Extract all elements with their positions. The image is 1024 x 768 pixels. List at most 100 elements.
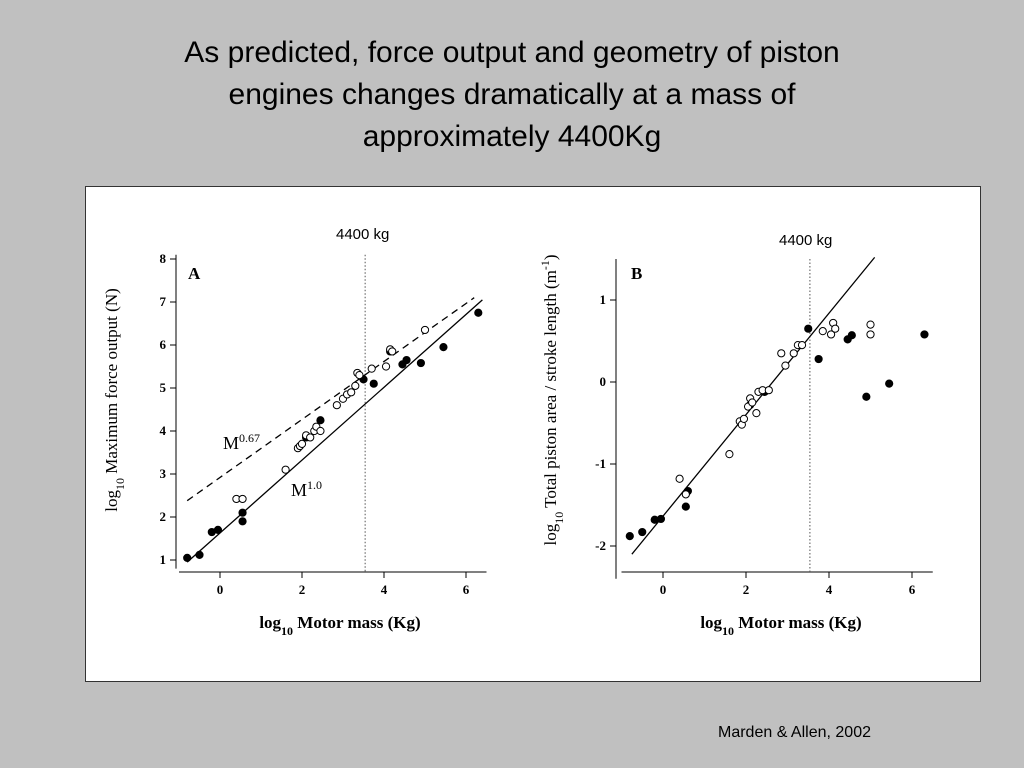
data-point-filled bbox=[862, 392, 871, 401]
y-label-text: log bbox=[102, 490, 121, 512]
fit-label-base: M bbox=[291, 480, 307, 500]
y-label-text: ) bbox=[541, 254, 560, 260]
y-label-text: Total piston area / stroke length (m bbox=[541, 270, 560, 512]
data-point-filled bbox=[625, 532, 634, 541]
data-point-open bbox=[420, 325, 430, 335]
fit-label-exponent: 0.67 bbox=[239, 431, 260, 445]
fit-label-base: M bbox=[223, 433, 239, 453]
data-point-open bbox=[332, 401, 341, 410]
data-point-filled bbox=[183, 553, 192, 562]
x-tick-label: 2 bbox=[299, 582, 306, 597]
data-point-open bbox=[781, 361, 790, 370]
y-tick-label: 1 bbox=[600, 292, 607, 307]
data-point-open bbox=[752, 409, 761, 418]
data-point-open bbox=[866, 330, 875, 339]
x-label-text: Motor mass (Kg) bbox=[734, 613, 862, 632]
x-axis-label: log10 Motor mass (Kg) bbox=[700, 613, 861, 638]
y-tick-label: 6 bbox=[160, 337, 167, 352]
y-axis-label: log10 Total piston area / stroke length … bbox=[538, 254, 566, 545]
panel-letter: A bbox=[188, 264, 201, 283]
x-label-subscript: 10 bbox=[722, 624, 734, 638]
data-point-filled bbox=[638, 527, 647, 537]
y-tick-label: 8 bbox=[160, 251, 167, 266]
data-point-filled bbox=[416, 358, 425, 368]
data-point-open bbox=[367, 364, 376, 373]
data-point-filled bbox=[920, 330, 929, 339]
x-label-text: Motor mass (Kg) bbox=[293, 613, 421, 632]
y-label-subscript: 10 bbox=[113, 478, 127, 490]
annotation-4400kg: 4400 kg bbox=[336, 226, 389, 243]
fit-line-dashed bbox=[186, 297, 475, 502]
x-tick-label: 2 bbox=[743, 582, 750, 597]
data-point-open bbox=[831, 324, 840, 333]
fit-line-label: M0.67 bbox=[223, 431, 260, 453]
data-point-open bbox=[297, 439, 307, 448]
data-point-filled bbox=[238, 517, 247, 526]
x-tick-label: 4 bbox=[826, 582, 833, 597]
fit-line-solid bbox=[186, 299, 483, 563]
data-point-filled bbox=[316, 416, 325, 425]
y-tick-label: 2 bbox=[160, 509, 167, 524]
title-line-3: approximately 4400Kg bbox=[362, 120, 662, 153]
fit-line-label: M1.0 bbox=[291, 478, 322, 500]
data-point-open bbox=[797, 341, 807, 350]
y-tick-label: 5 bbox=[160, 380, 167, 395]
x-tick-label: 4 bbox=[381, 582, 388, 597]
data-point-open bbox=[316, 426, 325, 436]
x-tick-label: 0 bbox=[660, 582, 667, 597]
data-point-open bbox=[381, 362, 391, 371]
x-tick-label: 6 bbox=[909, 582, 916, 597]
data-point-filled bbox=[885, 379, 894, 388]
x-tick-label: 0 bbox=[217, 582, 224, 597]
y-tick-label: 1 bbox=[160, 552, 167, 567]
y-label-text: Maximum force output (N) bbox=[102, 288, 121, 478]
data-point-open bbox=[355, 371, 364, 380]
data-point-open bbox=[351, 381, 360, 390]
y-tick-label: 0 bbox=[600, 374, 607, 389]
slide-title: As predicted, force output and geometry … bbox=[80, 32, 944, 158]
data-point-open bbox=[347, 388, 356, 397]
data-point-filled bbox=[814, 354, 823, 364]
data-point-open bbox=[281, 465, 290, 474]
y-tick-label: 4 bbox=[160, 423, 167, 438]
data-point-filled bbox=[369, 379, 378, 388]
fit-label-exponent: 1.0 bbox=[307, 478, 322, 492]
y-label-subscript: 10 bbox=[552, 512, 566, 524]
data-point-filled bbox=[804, 324, 813, 333]
x-axis-label: log10 Motor mass (Kg) bbox=[259, 613, 420, 638]
x-tick-label: 6 bbox=[463, 582, 470, 597]
data-point-filled bbox=[474, 308, 483, 317]
y-tick-label: 3 bbox=[160, 466, 167, 481]
data-point-open bbox=[725, 450, 734, 459]
data-point-open bbox=[748, 398, 757, 407]
y-label-text: log bbox=[541, 523, 560, 545]
data-point-open bbox=[238, 494, 247, 504]
x-label-text: log bbox=[259, 613, 281, 632]
y-tick-label: -2 bbox=[595, 538, 606, 553]
data-point-filled bbox=[847, 331, 856, 340]
x-label-text: log bbox=[700, 613, 722, 632]
data-point-open bbox=[777, 349, 786, 358]
data-point-filled bbox=[402, 355, 411, 365]
y-axis-label: log10 Maximum force output (N) bbox=[102, 288, 127, 512]
panel-letter: B bbox=[631, 264, 642, 283]
data-point-open bbox=[826, 330, 836, 339]
data-point-filled bbox=[681, 502, 690, 511]
data-point-filled bbox=[213, 525, 223, 534]
y-tick-label: -1 bbox=[595, 456, 606, 471]
annotation-4400kg: 4400 kg bbox=[779, 232, 832, 249]
figure-panel: 1 2 3 4 5 6 7 8 0 2 4 6 log10 Motor mass (Kg) log10 M… bbox=[85, 186, 981, 682]
data-point-filled bbox=[195, 550, 204, 559]
data-point-filled bbox=[439, 343, 448, 352]
data-point-open bbox=[866, 320, 875, 329]
data-point-open bbox=[681, 490, 690, 499]
data-point-open bbox=[388, 347, 397, 356]
data-point-open bbox=[818, 327, 827, 336]
y-tick-label: 7 bbox=[160, 294, 167, 309]
y-label-superscript: -1 bbox=[538, 260, 552, 270]
data-point-open bbox=[306, 433, 315, 442]
data-point-open bbox=[675, 474, 684, 483]
